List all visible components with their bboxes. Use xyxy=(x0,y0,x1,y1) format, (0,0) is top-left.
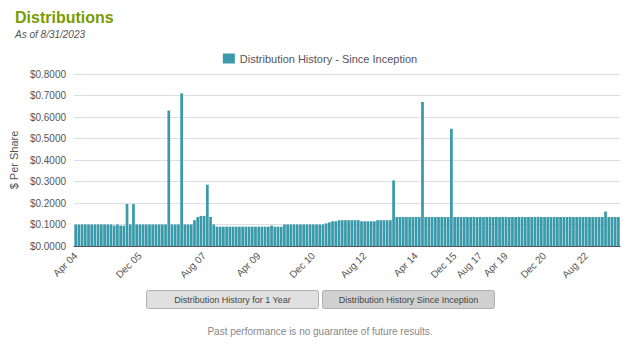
svg-text:Past performance is no guarant: Past performance is no guarantee of futu… xyxy=(207,326,432,337)
svg-text:$0.0000: $0.0000 xyxy=(30,241,67,252)
svg-text:$0.5000: $0.5000 xyxy=(30,133,67,144)
svg-text:Dec 15: Dec 15 xyxy=(428,250,458,280)
svg-text:Distribution History Since Inc: Distribution History Since Inception xyxy=(339,295,479,305)
svg-text:$0.1000: $0.1000 xyxy=(30,219,67,230)
svg-text:Distribution History for 1 Yea: Distribution History for 1 Year xyxy=(174,295,291,305)
svg-text:$0.4000: $0.4000 xyxy=(30,155,67,166)
svg-text:Aug 17: Aug 17 xyxy=(454,250,484,280)
svg-text:$0.2000: $0.2000 xyxy=(30,198,67,209)
svg-text:Aug 07: Aug 07 xyxy=(178,250,208,280)
svg-text:Distributions: Distributions xyxy=(15,9,114,26)
svg-text:Dec 20: Dec 20 xyxy=(518,250,548,280)
svg-text:As of 8/31/2023: As of 8/31/2023 xyxy=(14,29,85,40)
svg-text:$0.7000: $0.7000 xyxy=(30,90,67,101)
svg-text:Aug 12: Aug 12 xyxy=(338,250,368,280)
svg-text:Apr 14: Apr 14 xyxy=(391,250,420,279)
svg-text:Dec 10: Dec 10 xyxy=(287,250,317,280)
svg-text:$0.3000: $0.3000 xyxy=(30,176,67,187)
svg-text:Aug 22: Aug 22 xyxy=(560,250,590,280)
svg-text:Apr 09: Apr 09 xyxy=(234,250,263,279)
svg-text:Distribution History - Since I: Distribution History - Since Inception xyxy=(240,53,417,65)
svg-text:$ Per Share: $ Per Share xyxy=(8,131,20,190)
svg-text:$0.8000: $0.8000 xyxy=(30,69,67,80)
svg-text:Apr 19: Apr 19 xyxy=(481,250,510,279)
svg-text:$0.6000: $0.6000 xyxy=(30,112,67,123)
svg-text:Apr 04: Apr 04 xyxy=(51,250,80,279)
svg-text:Dec 05: Dec 05 xyxy=(114,250,144,280)
